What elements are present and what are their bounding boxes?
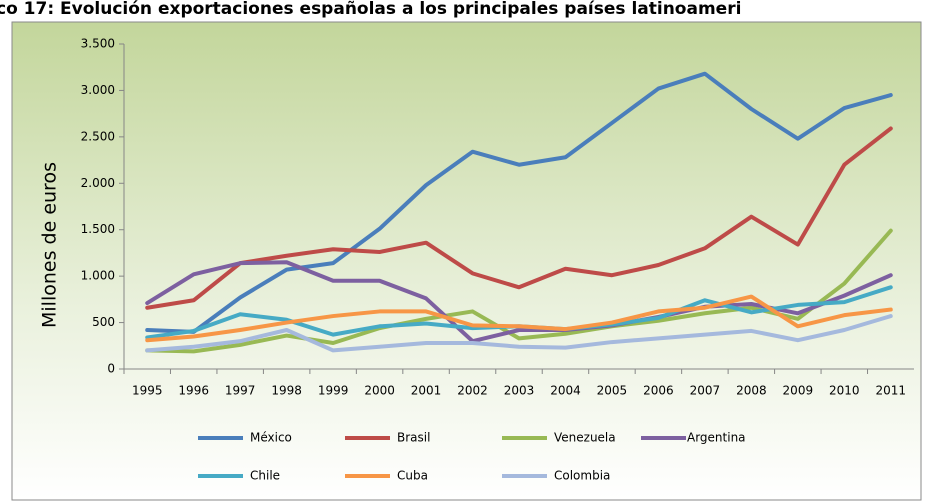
chart-title: co 17: Evolución exportaciones españolas… — [0, 0, 741, 19]
legend-label: Cuba — [397, 469, 428, 483]
x-tick-label: 2011 — [875, 384, 906, 398]
y-tick-label: 3.500 — [81, 37, 115, 51]
x-tick-label: 2000 — [364, 384, 395, 398]
legend-label: Venezuela — [554, 431, 616, 445]
legend-label: Brasil — [397, 431, 430, 445]
legend-label: Chile — [250, 469, 280, 483]
x-tick-label: 2007 — [690, 384, 721, 398]
chart-area — [11, 21, 922, 501]
x-tick-label: 2010 — [829, 384, 860, 398]
y-tick-label: 1.500 — [81, 222, 115, 236]
series-line — [145, 71, 893, 334]
series-line — [145, 126, 893, 310]
y-tick-label: 2.500 — [81, 129, 115, 143]
y-tick-label: 0 — [107, 362, 115, 376]
y-tick-label: 3.000 — [81, 83, 115, 97]
y-tick-label: 2.000 — [81, 176, 115, 190]
legend-label: Colombia — [554, 469, 610, 483]
x-tick-label: 1997 — [225, 384, 256, 398]
x-tick-label: 2004 — [550, 384, 581, 398]
x-tick-label: 2001 — [411, 384, 442, 398]
x-tick-label: 1996 — [178, 384, 209, 398]
legend-label: México — [250, 431, 292, 445]
x-tick-label: 1998 — [271, 384, 302, 398]
y-tick-label: 500 — [92, 315, 115, 329]
x-tick-label: 2003 — [504, 384, 535, 398]
x-tick-label: 1999 — [318, 384, 349, 398]
series-line — [145, 314, 893, 353]
x-tick-label: 2006 — [643, 384, 674, 398]
series-line — [145, 294, 893, 343]
y-axis-label: Millones de euros — [39, 162, 61, 328]
y-tick-label: 1.000 — [81, 269, 115, 283]
x-tick-label: 2005 — [597, 384, 628, 398]
legend-label: Argentina — [687, 431, 746, 445]
x-tick-label: 2009 — [783, 384, 814, 398]
x-tick-label: 2002 — [457, 384, 488, 398]
x-tick-label: 2008 — [736, 384, 767, 398]
x-tick-label: 1995 — [132, 384, 163, 398]
